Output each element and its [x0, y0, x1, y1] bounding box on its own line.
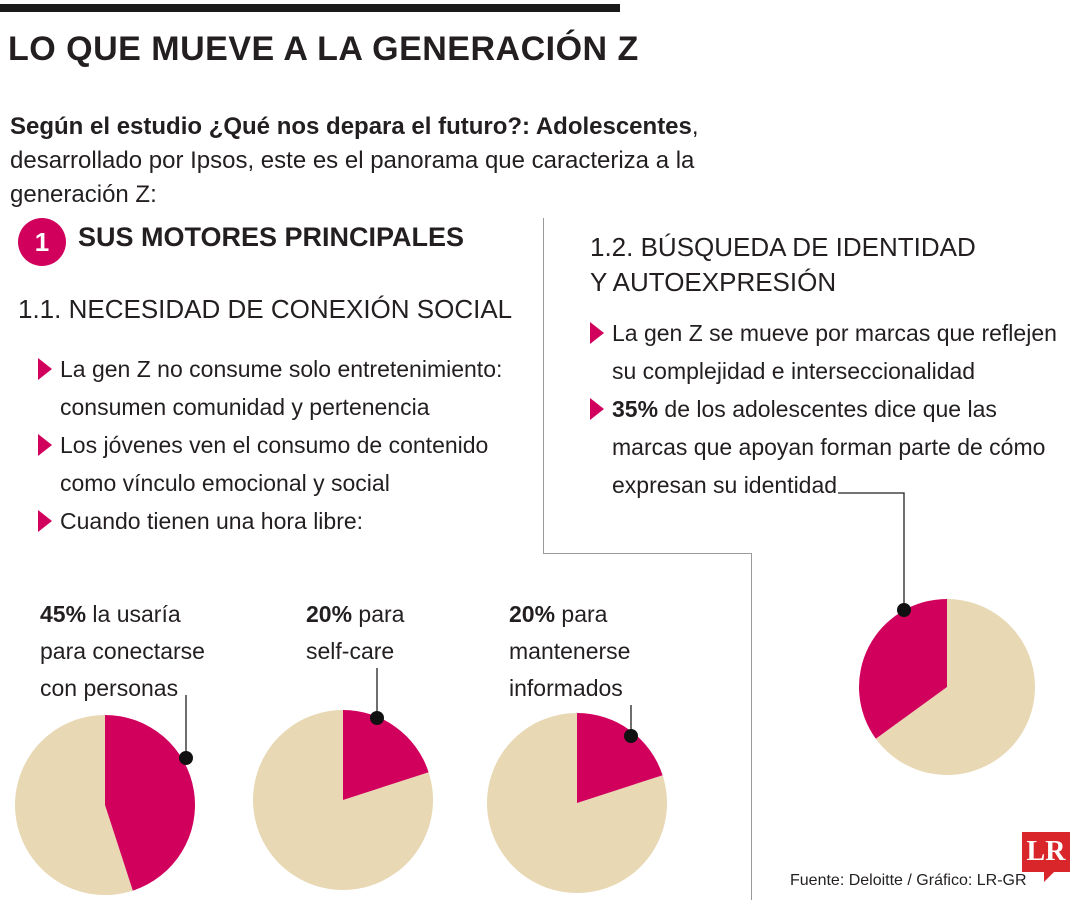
- bullet-percent: 35%: [612, 396, 659, 422]
- chart-2-label: 20% para self-care: [306, 596, 404, 670]
- bullet-continuation: su complejidad e interseccionalidad: [612, 358, 976, 384]
- chart-1-label: 45% la usaría para conectarse con person…: [40, 596, 205, 707]
- chart-1-label-line: con personas: [40, 675, 179, 701]
- chart-4-slice-rest: [875, 599, 1035, 775]
- bullet-continuation: expresan su identidad: [612, 472, 838, 498]
- chart-4-leader-dot: [897, 603, 911, 617]
- chart-3-percent: 20%: [509, 601, 556, 627]
- subsection-2-title-line2: Y AUTOEXPRESIÓN: [590, 267, 837, 297]
- chart-1-label-line: para conectarse: [40, 638, 205, 664]
- chart-4-leader-line: [838, 492, 905, 610]
- intro-rest: , desarrollado por Ipsos, este es el pan…: [10, 113, 699, 208]
- chart-3-label-line: mantenerse: [509, 638, 631, 664]
- divider-vertical-lower: [751, 553, 752, 900]
- divider-horizontal: [543, 553, 752, 554]
- subsection-2-bullets: La gen Z se mueve por marcas que refleje…: [590, 314, 1070, 504]
- chart-3-slice-highlight: [577, 713, 663, 803]
- page-title: LO QUE MUEVE A LA GENERACIÓN Z: [8, 30, 639, 68]
- bullet-continuation: como vínculo emocional y social: [60, 470, 390, 496]
- chart-3-label-line: para: [555, 601, 608, 627]
- chart-3-label: 20% para mantenerse informados: [509, 596, 630, 707]
- chart-3-leader-dot: [624, 729, 638, 743]
- subsection-1-title: 1.1. NECESIDAD DE CONEXIÓN SOCIAL: [18, 294, 513, 324]
- chart-2-percent: 20%: [306, 601, 353, 627]
- intro-text: Según el estudio ¿Qué nos depara el futu…: [10, 110, 810, 212]
- section-title: SUS MOTORES PRINCIPALES: [78, 222, 465, 252]
- chart-1-slice-highlight: [105, 715, 196, 891]
- bullet-item: La gen Z no consume solo entretenimiento…: [38, 350, 538, 388]
- intro-bold: Según el estudio ¿Qué nos depara el futu…: [10, 113, 692, 140]
- top-rule: [0, 4, 620, 12]
- chart-1-percent: 45%: [40, 601, 87, 627]
- chart-2-slice-highlight: [343, 710, 429, 800]
- lr-logo: LR: [1022, 832, 1070, 872]
- source-credit: Fuente: Deloitte / Gráfico: LR-GR: [790, 872, 1027, 889]
- chart-2-label-line: self-care: [306, 638, 395, 664]
- bullet-continuation: consumen comunidad y pertenencia: [60, 394, 430, 420]
- bullet-item: Cuando tienen una hora libre:: [38, 502, 538, 540]
- chart-1-leader-dot: [179, 751, 193, 765]
- chart-2-label-line: para: [352, 601, 405, 627]
- chart-3-label-line: informados: [509, 675, 623, 701]
- lr-logo-tail: [1044, 870, 1056, 882]
- section-number-badge: 1: [18, 218, 66, 266]
- subsection-2-title-line1: 1.2. BÚSQUEDA DE IDENTIDAD: [590, 232, 976, 262]
- chart-4-slice-highlight: [859, 599, 947, 739]
- bullet-item: Los jóvenes ven el consumo de contenido: [38, 426, 538, 464]
- subsection-1-bullets: La gen Z no consume solo entretenimiento…: [38, 350, 538, 540]
- bullet-continuation: marcas que apoyan forman parte de cómo: [612, 434, 1046, 460]
- chart-2-slice-rest: [253, 710, 434, 890]
- chart-2-leader-dot: [370, 711, 384, 725]
- chart-1-slice-rest: [15, 715, 133, 895]
- chart-1-label-line: la usaría: [86, 601, 181, 627]
- bullet-item: La gen Z se mueve por marcas que refleje…: [590, 314, 1070, 352]
- divider-vertical: [543, 218, 544, 554]
- chart-3-slice-rest: [487, 713, 668, 893]
- bullet-item: 35% de los adolescentes dice que las: [590, 390, 1070, 428]
- bullet-text: de los adolescentes dice que las: [658, 396, 997, 422]
